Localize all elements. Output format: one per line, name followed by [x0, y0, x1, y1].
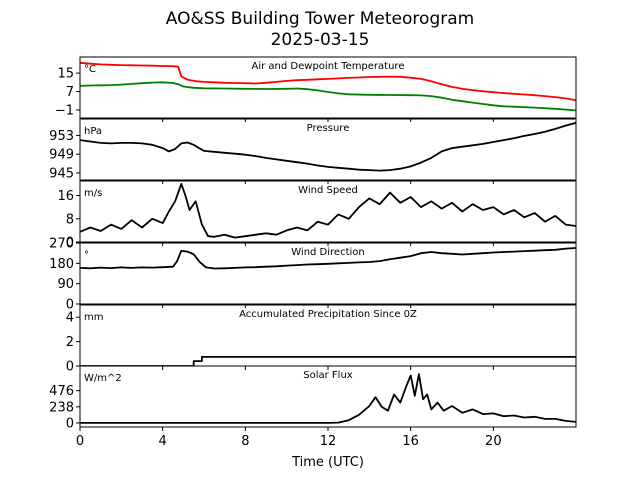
pressure-series-0 — [80, 121, 576, 172]
chart-title: AO&SS Building Tower Meteorogram — [166, 9, 474, 29]
temp-units-label: °C — [84, 64, 96, 75]
wind_speed-ytick-label: 8 — [66, 212, 74, 227]
pressure-panel-title: Pressure — [307, 123, 350, 134]
precip-ytick-label: 4 — [66, 311, 74, 326]
x-tick-label: 12 — [320, 434, 337, 449]
temp-ytick-label: 15 — [57, 67, 74, 82]
wind_direction-ytick-label: 90 — [57, 277, 74, 292]
wind_speed-ytick-label: 0 — [66, 236, 74, 251]
x-tick-label: 8 — [241, 434, 249, 449]
precip-series-0 — [80, 356, 576, 366]
solar-ytick-label: 0 — [66, 416, 74, 431]
wind_direction-panel-title: Wind Direction — [291, 247, 365, 258]
precip-units-label: mm — [84, 312, 103, 323]
temp-series-1 — [80, 81, 576, 112]
precip-ytick-label: 2 — [66, 335, 74, 350]
precip-ytick-label: 0 — [66, 360, 74, 375]
wind_direction-ytick-label: 0 — [66, 298, 74, 313]
wind_speed-panel-title: Wind Speed — [298, 185, 358, 196]
solar-panel-title: Solar Flux — [303, 370, 353, 381]
x-tick-label: 20 — [485, 434, 502, 449]
pressure-ytick-label: 945 — [49, 166, 74, 181]
wind_direction-series-0 — [80, 247, 576, 270]
solar-ytick-label: 476 — [49, 384, 74, 399]
panel-precip: 0 2 4 Accumulated Precipitation Since 0Z mm — [66, 304, 577, 375]
solar-ytick-label: 238 — [49, 400, 74, 415]
temp-series-0 — [80, 61, 576, 102]
x-tick-label: 16 — [402, 434, 419, 449]
solar-series-0 — [80, 373, 576, 424]
wind_speed-units-label: m/s — [84, 188, 102, 199]
wind_direction-ytick-label: 180 — [49, 257, 74, 272]
pressure-ytick-label: 953 — [49, 129, 74, 144]
temp-panel-title: Air and Dewpoint Temperature — [252, 61, 405, 72]
temp-ytick-label: −1 — [55, 103, 74, 118]
temp-ytick-label: 7 — [66, 85, 74, 100]
x-tick-label: 0 — [76, 434, 84, 449]
solar-units-label: W/m^2 — [84, 373, 122, 384]
x-axis-label: Time (UTC) — [291, 455, 364, 470]
wind_speed-ytick-label: 16 — [57, 189, 74, 204]
panel-temp: −1 7 15 Air and Dewpoint Temperature °C — [55, 56, 577, 122]
pressure-ytick-label: 949 — [49, 148, 74, 163]
wind_direction-units-label: ° — [84, 250, 89, 261]
pressure-units-label: hPa — [84, 126, 102, 137]
panel-pressure: 945 949 953 Pressure hPa — [49, 118, 577, 184]
chart-subtitle: 2025-03-15 — [271, 30, 370, 50]
x-tick-label: 4 — [159, 434, 167, 449]
panel-wind_speed: 0 8 16 Wind Speed m/s — [57, 180, 577, 251]
wind_speed-series-0 — [80, 183, 576, 239]
precip-panel-title: Accumulated Precipitation Since 0Z — [239, 309, 417, 320]
panel-wind_direction: 0 90 180 270 Wind Direction ° — [49, 237, 577, 313]
wind_direction-ytick-label: 270 — [49, 237, 74, 252]
